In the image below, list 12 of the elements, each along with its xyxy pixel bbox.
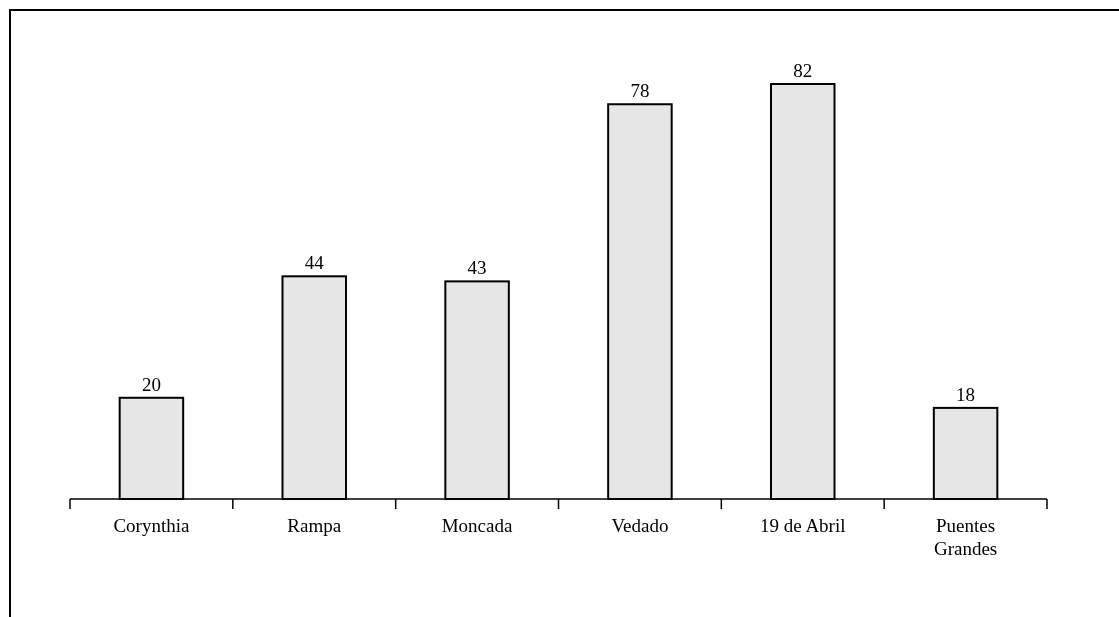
data-label: 44 bbox=[304, 252, 325, 274]
x-tick-label: Moncada bbox=[441, 515, 513, 536]
data-label: 78 bbox=[630, 80, 650, 102]
x-tick-label: Rampa bbox=[287, 515, 342, 536]
x-tick-label: 19 de Abril bbox=[760, 515, 846, 536]
data-label: 20 bbox=[141, 373, 161, 395]
data-label: 82 bbox=[793, 60, 813, 81]
x-tick-label: Vedado bbox=[611, 515, 669, 536]
data-label: 18 bbox=[956, 383, 976, 405]
data-label: 43 bbox=[467, 257, 487, 279]
x-tick-label: Corynthia bbox=[113, 515, 190, 536]
x-tick-label: Puentes Grandes bbox=[933, 515, 998, 559]
